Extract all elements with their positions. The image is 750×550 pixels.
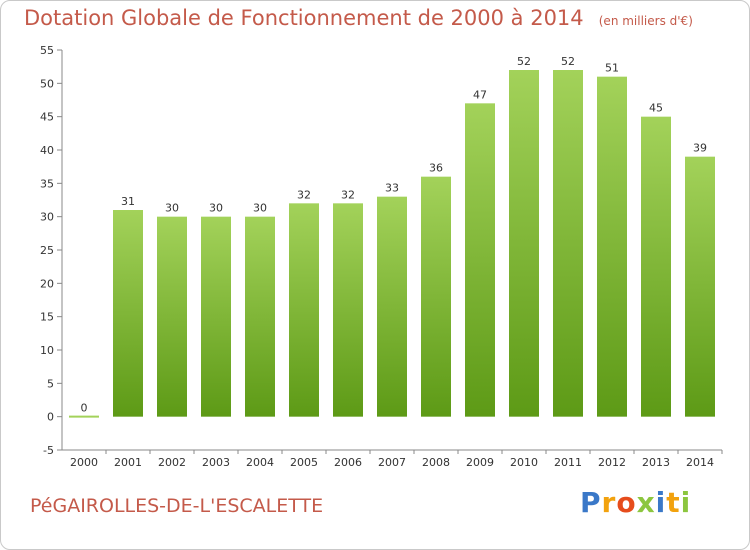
y-tick-label: 50 [40,77,54,90]
bar-value-label: 32 [341,188,355,201]
y-tick-label: 55 [40,44,54,57]
bar-value-label: 52 [517,55,531,68]
x-tick-label: 2012 [598,456,626,469]
bar [245,216,275,417]
bar [201,216,231,417]
bar-value-label: 32 [297,188,311,201]
bar-value-label: 45 [649,102,663,115]
bar [553,70,583,417]
x-tick-label: 2013 [642,456,670,469]
x-tick-label: 2009 [466,456,494,469]
bar-value-label: 31 [121,195,135,208]
bar [421,176,451,417]
y-tick-label: 0 [47,411,54,424]
y-tick-label: 10 [40,344,54,357]
y-tick-label: 35 [40,177,54,190]
x-tick-label: 2003 [202,456,230,469]
x-tick-label: 2004 [246,456,274,469]
bar [597,76,627,417]
chart-title-unit: (en milliers d'€) [598,14,693,28]
chart-title: Dotation Globale de Fonctionnement de 20… [24,6,693,30]
y-tick-label: 5 [47,377,54,390]
bar-value-label: 0 [81,402,88,415]
y-tick-label: 20 [40,277,54,290]
bar [509,70,539,417]
x-tick-label: 2014 [686,456,714,469]
y-tick-label: 25 [40,244,54,257]
bar-value-label: 36 [429,162,443,175]
x-tick-label: 2002 [158,456,186,469]
chart-title-main: Dotation Globale de Fonctionnement de 20… [24,6,584,30]
x-tick-label: 2007 [378,456,406,469]
y-tick-label: 40 [40,144,54,157]
bar [685,156,715,417]
bar-value-label: 47 [473,88,487,101]
bar [465,103,495,417]
bar-value-label: 30 [209,202,223,215]
x-tick-label: 2008 [422,456,450,469]
bar-value-label: 33 [385,182,399,195]
bar [289,203,319,417]
x-tick-label: 2000 [70,456,98,469]
y-tick-label: 15 [40,311,54,324]
x-tick-label: 2011 [554,456,582,469]
x-tick-label: 2005 [290,456,318,469]
bar-value-label: 39 [693,142,707,155]
y-tick-label: 30 [40,211,54,224]
x-tick-label: 2001 [114,456,142,469]
bar-value-label: 52 [561,55,575,68]
commune-name: PéGAIROLLES-DE-L'ESCALETTE [30,495,324,517]
x-tick-label: 2010 [510,456,538,469]
y-tick-label: -5 [43,444,54,457]
bar [377,196,407,417]
y-tick-label: 45 [40,111,54,124]
x-tick-label: 2006 [334,456,362,469]
bar-value-label: 30 [165,202,179,215]
bar [641,116,671,417]
proxiti-logo: Proxiti [580,486,692,519]
bar-value-label: 51 [605,62,619,75]
bar [333,203,363,417]
bar [157,216,187,417]
bar-value-label: 30 [253,202,267,215]
bar [113,210,143,417]
